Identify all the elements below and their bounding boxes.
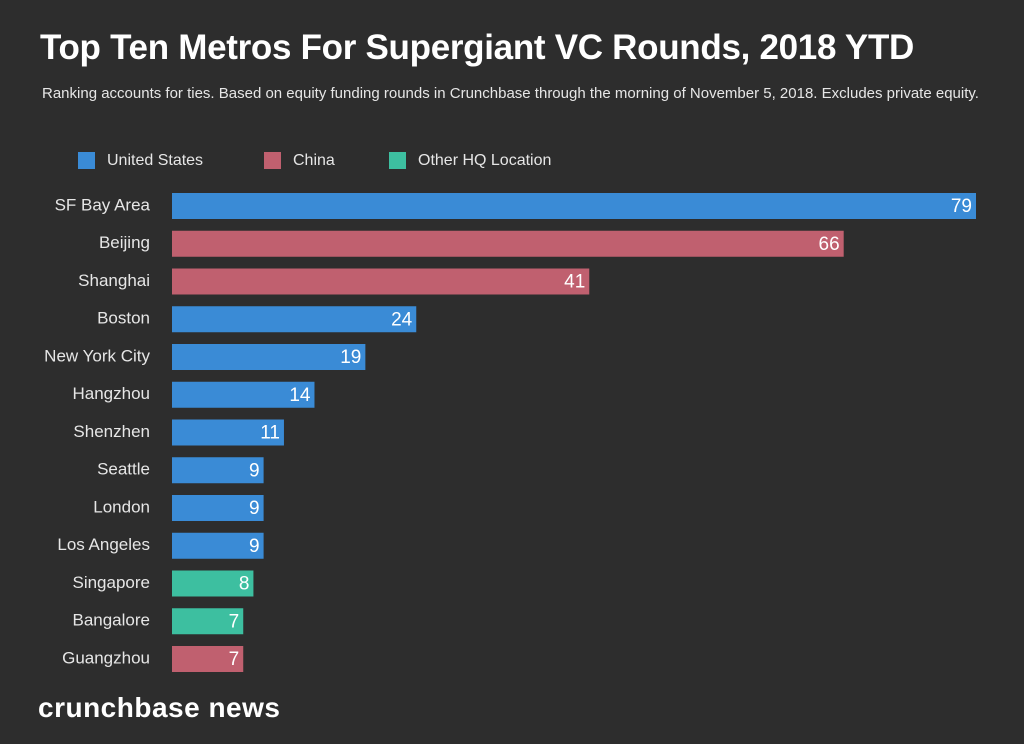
bar: [172, 193, 976, 219]
bar: [172, 570, 254, 597]
value-label: 9: [249, 498, 260, 519]
chart-subtitle: Ranking accounts for ties. Based on equi…: [42, 85, 979, 102]
bar: [172, 268, 590, 295]
legend-label: Other HQ Location: [418, 152, 551, 169]
bar: [172, 230, 844, 257]
value-label: 41: [564, 272, 585, 293]
bar: [172, 608, 244, 635]
category-label: London: [93, 497, 150, 516]
bar: [172, 532, 264, 559]
category-label: Shanghai: [78, 271, 150, 290]
value-label: 8: [239, 574, 250, 595]
bar: [172, 381, 315, 408]
category-label: Hangzhou: [72, 384, 150, 403]
legend-label: China: [293, 152, 335, 169]
source-logo: crunchbase news: [38, 692, 281, 723]
value-label: 19: [340, 347, 361, 368]
value-label: 24: [391, 309, 413, 330]
bar: [172, 457, 264, 484]
category-label: Seattle: [97, 460, 150, 479]
category-label: Beijing: [99, 233, 150, 252]
value-label: 14: [289, 385, 311, 406]
chart-title: Top Ten Metros For Supergiant VC Rounds,…: [40, 28, 915, 67]
legend-label: United States: [107, 152, 203, 169]
value-label: 11: [260, 423, 280, 444]
bar: [172, 419, 284, 446]
legend-marker: [389, 152, 406, 169]
bar: [172, 495, 264, 521]
value-label: 79: [951, 196, 972, 217]
legend-marker: [78, 152, 95, 169]
value-label: 66: [819, 234, 840, 255]
value-label: 7: [229, 649, 240, 670]
bar: [172, 344, 366, 370]
category-label: Bangalore: [72, 611, 150, 630]
category-label: Los Angeles: [57, 535, 150, 554]
category-label: Singapore: [72, 573, 150, 592]
value-label: 7: [229, 611, 240, 632]
bar: [172, 306, 417, 333]
category-label: SF Bay Area: [55, 195, 151, 214]
category-label: Guangzhou: [62, 648, 150, 667]
bar: [172, 646, 244, 672]
value-label: 9: [249, 460, 260, 481]
category-label: New York City: [44, 346, 150, 365]
value-label: 9: [249, 536, 260, 557]
category-label: Shenzhen: [73, 422, 150, 441]
category-label: Boston: [97, 309, 150, 328]
legend-marker: [264, 152, 281, 169]
